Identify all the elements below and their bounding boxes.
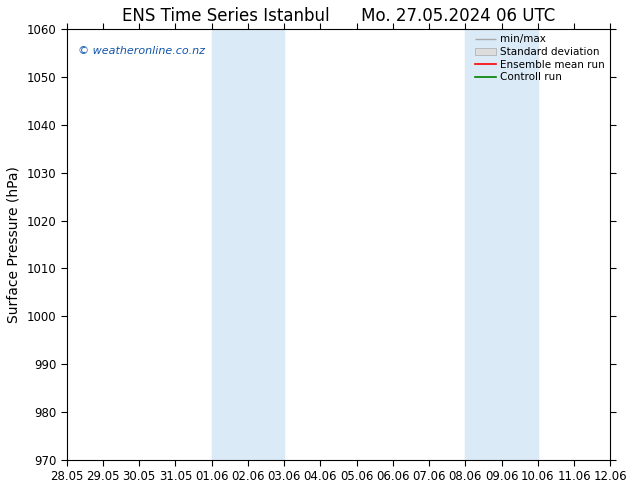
- Y-axis label: Surface Pressure (hPa): Surface Pressure (hPa): [7, 166, 21, 323]
- Title: ENS Time Series Istanbul      Mo. 27.05.2024 06 UTC: ENS Time Series Istanbul Mo. 27.05.2024 …: [122, 7, 555, 25]
- Bar: [212, 29, 284, 460]
- Bar: [465, 29, 538, 460]
- Text: © weatheronline.co.nz: © weatheronline.co.nz: [77, 47, 205, 56]
- Legend: min/max, Standard deviation, Ensemble mean run, Controll run: min/max, Standard deviation, Ensemble me…: [473, 32, 607, 84]
